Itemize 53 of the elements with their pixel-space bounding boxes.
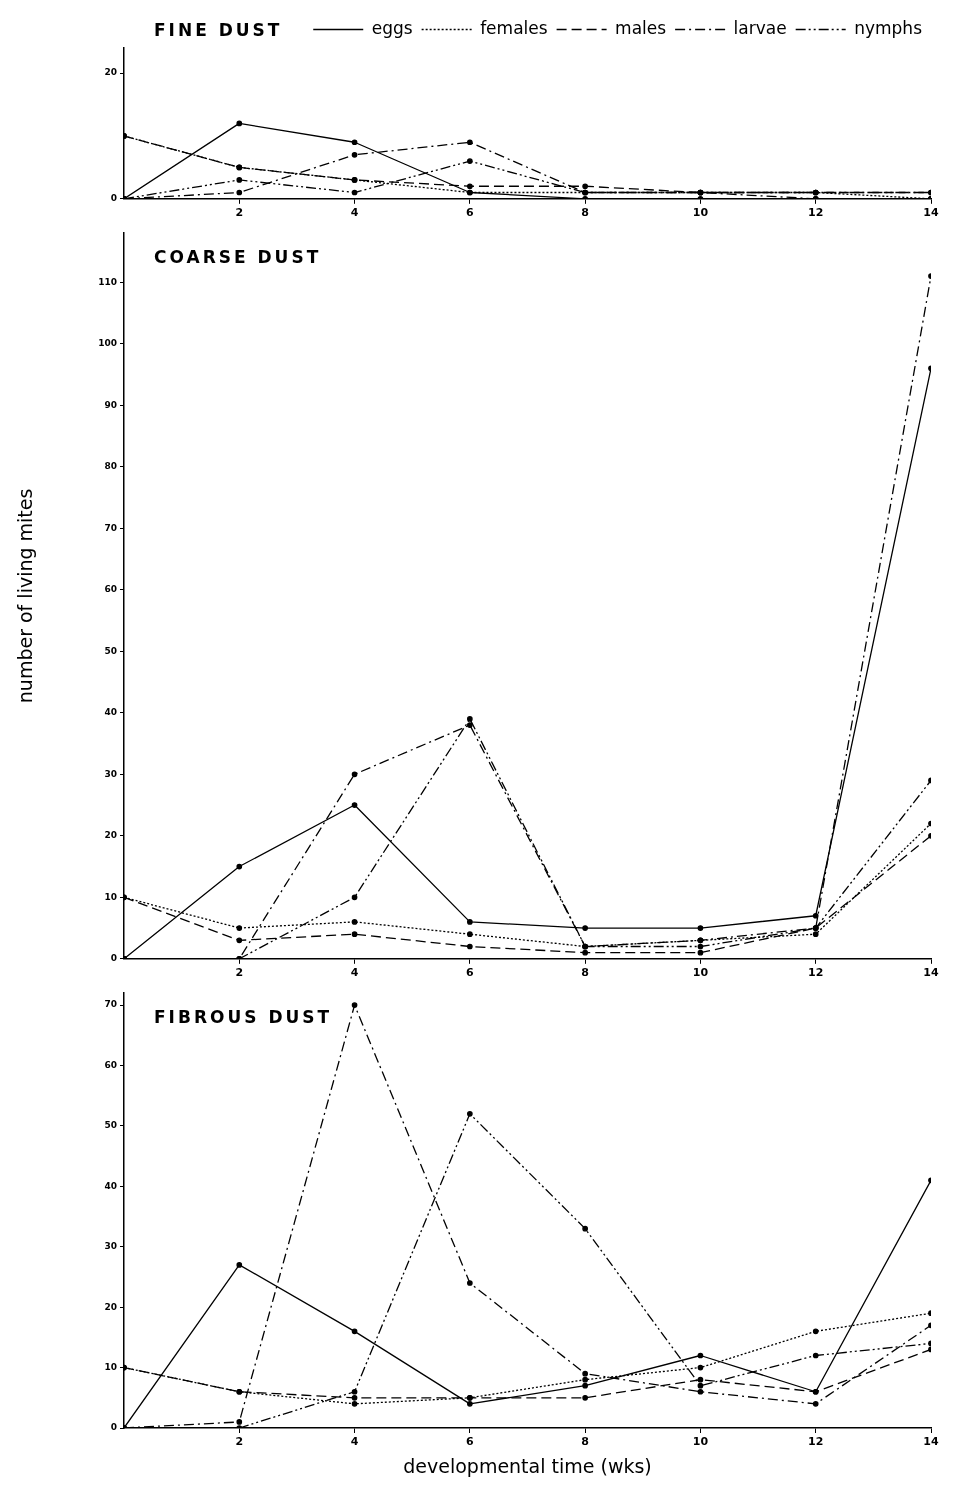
x-tick-label: 8 xyxy=(581,206,589,220)
legend-label: males xyxy=(615,17,667,38)
x-tick-label: 12 xyxy=(808,206,824,220)
x-tick-label: 14 xyxy=(923,966,939,980)
text: COARSE DUST xyxy=(154,247,322,267)
y-tick-label: 30 xyxy=(104,768,117,779)
x-tick-label: 2 xyxy=(235,966,244,980)
x-tick-label: 12 xyxy=(808,966,824,980)
y-tick-label: 60 xyxy=(104,584,117,595)
legend-label: larvae xyxy=(733,17,787,38)
y-tick-label: 10 xyxy=(104,1361,117,1372)
x-tick-label: 10 xyxy=(692,206,709,220)
x-tick-label: 12 xyxy=(808,1435,824,1449)
y-tick-label: 40 xyxy=(104,1180,117,1191)
x-tick-label: 4 xyxy=(350,206,359,220)
y-tick-label: 50 xyxy=(104,645,117,656)
x-tick-label: 2 xyxy=(235,1435,244,1449)
y-tick-label: 20 xyxy=(104,67,117,78)
text: FIBROUS DUST xyxy=(154,1007,333,1027)
legend-label: nymphs xyxy=(854,17,923,38)
y-tick-label: 0 xyxy=(110,953,117,964)
legend-label: eggs xyxy=(371,17,413,38)
x-tick-label: 10 xyxy=(692,966,709,980)
x-tick-label: 8 xyxy=(581,1435,589,1449)
x-tick-label: 4 xyxy=(350,966,359,980)
y-tick-label: 20 xyxy=(104,1301,117,1312)
y-tick-label: 0 xyxy=(110,193,117,204)
legend-label: females xyxy=(480,17,548,38)
x-tick-label: 4 xyxy=(350,1435,359,1449)
x-tick-label: 6 xyxy=(466,206,475,220)
y-tick-label: 60 xyxy=(104,1059,117,1070)
chart-title: FINE DUST xyxy=(154,20,283,40)
y-tick-label: 40 xyxy=(104,707,117,718)
y-tick-label: 70 xyxy=(104,999,117,1010)
y-tick-label: 20 xyxy=(104,830,117,841)
x-tick-label: 14 xyxy=(923,206,939,220)
y-tick-label: 30 xyxy=(104,1241,117,1252)
y-tick-label: 90 xyxy=(104,399,117,410)
x-tick-label: 14 xyxy=(923,1435,939,1449)
y-tick-label: 50 xyxy=(104,1120,117,1131)
y-tick-label: 100 xyxy=(98,338,117,349)
x-tick-label: 10 xyxy=(692,1435,709,1449)
y-axis-title: number of living mites xyxy=(14,488,37,704)
y-tick-label: 10 xyxy=(104,891,117,902)
y-tick-label: 110 xyxy=(98,276,117,287)
y-tick-label: 0 xyxy=(110,1422,117,1433)
x-tick-label: 2 xyxy=(235,206,244,220)
x-tick-label: 6 xyxy=(466,1435,475,1449)
x-axis-title: developmental time (wks) xyxy=(403,1454,652,1477)
x-tick-label: 8 xyxy=(581,966,589,980)
y-tick-label: 70 xyxy=(104,522,117,533)
y-tick-label: 80 xyxy=(104,461,117,472)
x-tick-label: 6 xyxy=(466,966,475,980)
